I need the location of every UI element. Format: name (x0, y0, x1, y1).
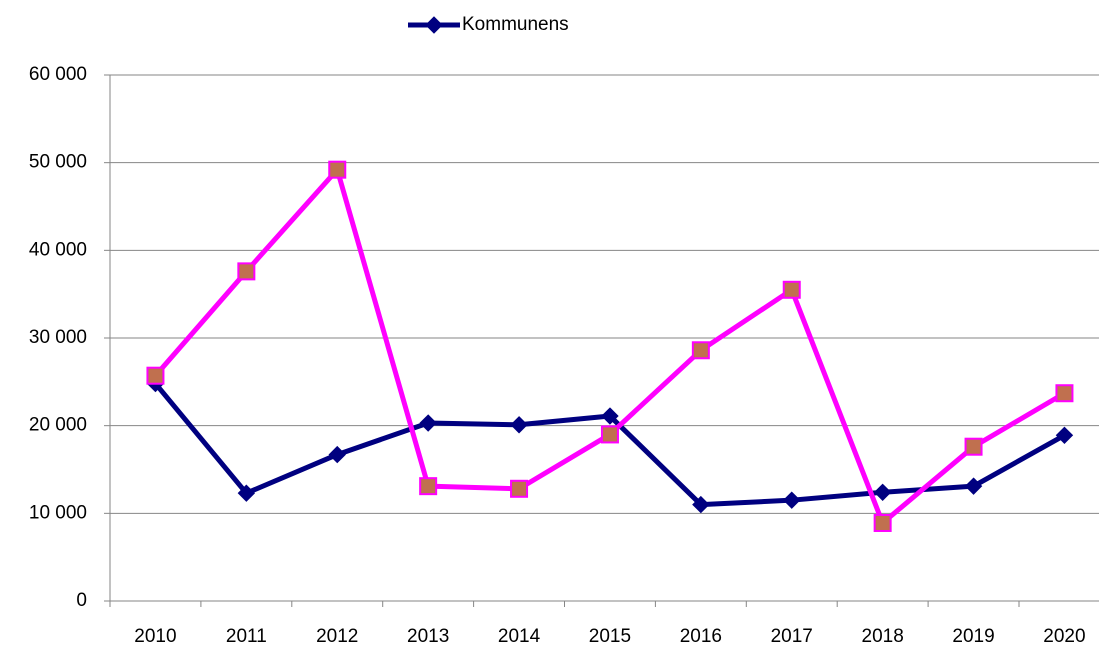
data-point (783, 491, 801, 509)
data-point (237, 484, 256, 502)
x-tick-label: 2014 (498, 626, 541, 647)
x-tick-label: 2019 (952, 626, 994, 647)
x-tick-label: 2012 (316, 626, 358, 647)
data-point (146, 366, 165, 385)
x-tick-label: 2020 (1043, 626, 1085, 647)
data-point (510, 416, 528, 434)
y-tick-label: 0 (76, 590, 87, 611)
data-point (328, 445, 346, 464)
y-tick-label: 30 000 (29, 327, 87, 348)
data-point (964, 477, 983, 495)
data-point (601, 407, 619, 425)
data-point (782, 280, 801, 299)
legend-marker (425, 16, 443, 34)
data-point (1055, 426, 1074, 445)
data-point (328, 160, 347, 179)
x-tick-label: 2010 (134, 626, 176, 647)
x-tick-label: 2011 (226, 626, 267, 647)
data-point (691, 341, 710, 360)
y-tick-label: 40 000 (29, 239, 87, 260)
data-point (873, 513, 892, 532)
y-tick-label: 20 000 (29, 415, 87, 436)
legend-label: Kommunens (462, 14, 569, 35)
series-line (153, 167, 1066, 526)
data-point (692, 495, 710, 514)
x-tick-label: 2018 (862, 626, 904, 647)
data-point (1055, 384, 1074, 403)
x-tick-label: 2017 (771, 626, 813, 647)
y-tick-label: 50 000 (29, 152, 87, 173)
data-point (600, 425, 619, 444)
x-tick-label: 2013 (407, 626, 449, 647)
y-tick-label: 60 000 (29, 64, 87, 85)
data-point (237, 262, 256, 281)
y-tick-label: 10 000 (29, 502, 87, 523)
data-point (510, 479, 529, 498)
x-tick-label: 2016 (680, 626, 722, 647)
data-point (964, 437, 983, 456)
data-point (419, 477, 438, 496)
x-tick-label: 2015 (589, 626, 631, 647)
data-point (873, 483, 892, 502)
data-point (419, 414, 437, 432)
